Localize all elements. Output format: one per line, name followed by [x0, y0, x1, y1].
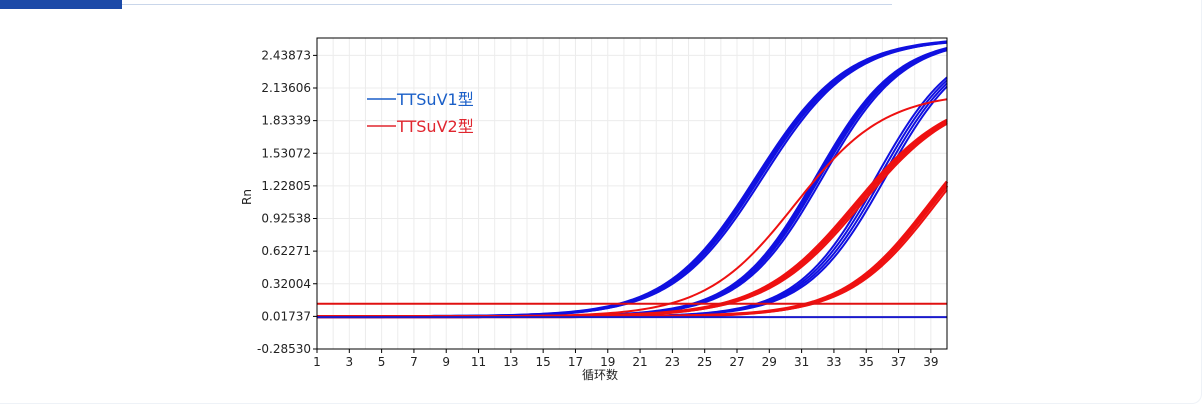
- legend: TTSuV1型 TTSuV2型: [367, 90, 474, 136]
- x-tick-label: 39: [923, 355, 938, 369]
- y-tick-label: 0.01737: [261, 309, 311, 323]
- x-tick-label: 15: [536, 355, 551, 369]
- y-tick-label: -0.28530: [257, 342, 311, 356]
- x-tick-label: 13: [503, 355, 518, 369]
- y-tick-label: 1.22805: [261, 179, 311, 193]
- x-tick-label: 11: [471, 355, 486, 369]
- threshold-layer: [317, 302, 947, 319]
- x-tick-label: 1: [313, 355, 321, 369]
- x-axis-ticks: 1 3 5 7 9 11 13 15 17 19 21 23 25 27 29 31 33 35 37 39: [313, 349, 938, 369]
- y-tick-label: 1.53072: [261, 146, 311, 160]
- x-tick-label: 17: [568, 355, 583, 369]
- y-tick-label: 2.13606: [261, 81, 311, 95]
- legend-label-ttsuv1: TTSuV1型: [396, 90, 474, 109]
- x-tick-label: 19: [600, 355, 615, 369]
- y-tick-label: 1.83339: [261, 114, 311, 128]
- x-tick-label: 23: [665, 355, 680, 369]
- header-accent-line: [122, 4, 892, 5]
- y-tick-label: 0.92538: [261, 212, 311, 226]
- x-tick-label: 35: [859, 355, 874, 369]
- plot-area-border: [316, 37, 948, 350]
- x-tick-label: 7: [410, 355, 418, 369]
- y-tick-label: 0.62271: [261, 244, 311, 258]
- x-tick-label: 31: [794, 355, 809, 369]
- y-axis-ticks: -0.28530 0.01737 0.32004 0.62271 0.92538 1.22…: [257, 48, 317, 356]
- plot-area-background: [317, 38, 947, 349]
- x-tick-label: 9: [442, 355, 450, 369]
- y-tick-label: 2.43873: [261, 48, 311, 62]
- legend-label-ttsuv2: TTSuV2型: [396, 117, 474, 136]
- x-tick-label: 27: [729, 355, 744, 369]
- y-axis-title: Rn: [240, 189, 254, 205]
- x-tick-label: 33: [826, 355, 841, 369]
- x-tick-label: 25: [697, 355, 712, 369]
- y-tick-label: 0.32004: [261, 277, 311, 291]
- x-axis-title: 循环数: [582, 367, 618, 382]
- x-tick-label: 21: [632, 355, 647, 369]
- header-accent-bar: [0, 0, 122, 9]
- x-tick-label: 5: [378, 355, 386, 369]
- x-tick-label: 3: [345, 355, 353, 369]
- x-tick-label: 29: [762, 355, 777, 369]
- x-tick-label: 37: [891, 355, 906, 369]
